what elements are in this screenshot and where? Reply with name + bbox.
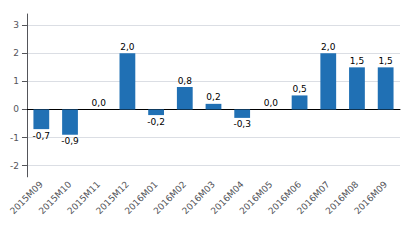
- svg-text:-0,2: -0,2: [147, 117, 165, 127]
- svg-text:-0,9: -0,9: [61, 136, 79, 146]
- svg-text:1: 1: [13, 76, 19, 86]
- svg-text:0,0: 0,0: [264, 98, 279, 108]
- svg-text:-2: -2: [10, 161, 19, 171]
- svg-text:2016M04: 2016M04: [208, 179, 246, 217]
- svg-text:-0,3: -0,3: [233, 119, 251, 129]
- svg-text:3: 3: [13, 20, 19, 30]
- svg-text:2015M10: 2015M10: [36, 179, 74, 217]
- svg-text:-1: -1: [10, 133, 19, 143]
- svg-text:0,0: 0,0: [92, 98, 107, 108]
- svg-text:2016M01: 2016M01: [122, 179, 160, 217]
- svg-text:2016M08: 2016M08: [323, 179, 361, 217]
- svg-text:2015M11: 2015M11: [65, 179, 103, 217]
- svg-text:2,0: 2,0: [321, 42, 336, 52]
- svg-text:2016M09: 2016M09: [352, 179, 389, 216]
- svg-text:0: 0: [13, 104, 19, 114]
- svg-text:1,5: 1,5: [350, 56, 364, 66]
- svg-text:2016M06: 2016M06: [266, 179, 304, 217]
- svg-text:0,8: 0,8: [178, 76, 193, 86]
- svg-text:-0,7: -0,7: [33, 131, 51, 141]
- svg-text:2,0: 2,0: [120, 42, 135, 52]
- svg-text:2016M02: 2016M02: [151, 179, 189, 217]
- svg-text:2: 2: [13, 48, 19, 58]
- svg-text:0,2: 0,2: [206, 92, 220, 102]
- svg-text:0,5: 0,5: [292, 84, 306, 94]
- svg-text:2015M09: 2015M09: [8, 179, 45, 217]
- svg-text:2016M05: 2016M05: [237, 179, 275, 217]
- svg-text:1,5: 1,5: [378, 56, 392, 66]
- svg-text:2016M07: 2016M07: [295, 179, 332, 217]
- svg-text:2015M12: 2015M12: [94, 179, 131, 217]
- svg-text:2016M03: 2016M03: [180, 179, 217, 217]
